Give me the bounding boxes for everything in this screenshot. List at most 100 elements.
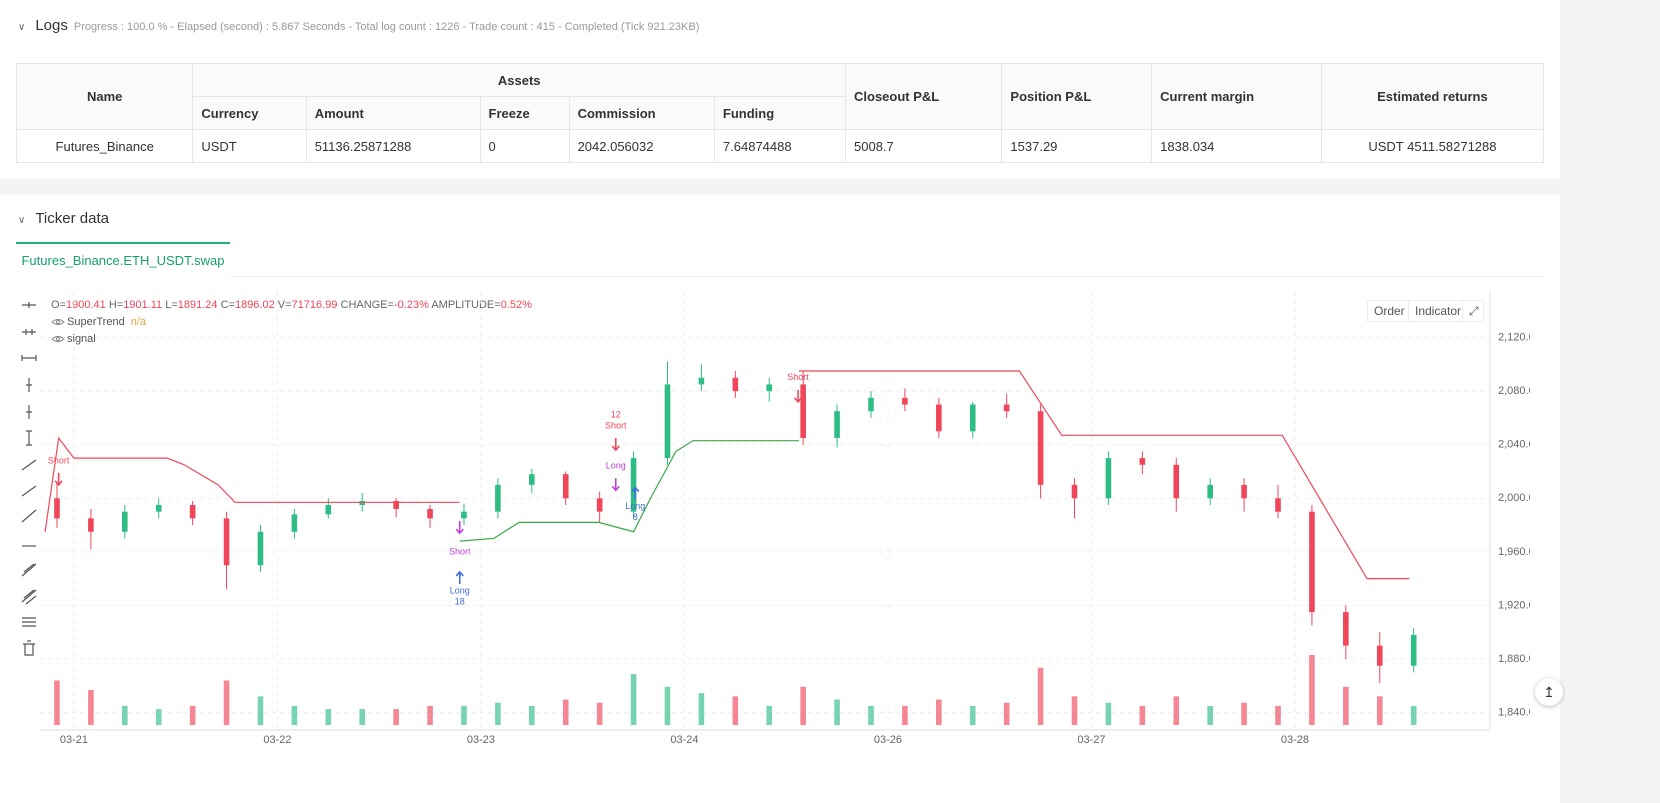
td: USDT	[192, 129, 307, 163]
volume-bar	[54, 680, 60, 725]
candle-body	[1003, 404, 1010, 412]
y-tick-label: 1,840.00	[1498, 706, 1530, 718]
signal-label: 8	[633, 512, 638, 522]
candle-body	[1309, 511, 1315, 613]
tool-icon[interactable]	[21, 509, 37, 523]
volume-bar	[189, 705, 196, 725]
td: USDT 4511.58271288	[1320, 129, 1545, 163]
tool-icon[interactable]	[26, 378, 32, 392]
volume-bar	[495, 702, 501, 725]
logs-panel: ∨ Logs Progress : 100.0 % - Elapsed (secon…	[0, 0, 1560, 178]
candle-body	[834, 411, 840, 438]
tab-divider	[16, 276, 1544, 277]
th: Name	[15, 63, 194, 130]
candle-body	[427, 508, 433, 519]
signal-label: Short	[605, 420, 627, 430]
volume-bar	[393, 709, 399, 725]
signal-label: 18	[455, 596, 465, 606]
candle-body	[88, 518, 94, 532]
candle-body	[766, 384, 773, 392]
tool-icon[interactable]	[21, 459, 37, 471]
signal-label: Short	[449, 546, 471, 556]
th: Freeze	[479, 96, 570, 130]
td: 1838.034	[1151, 129, 1322, 163]
signal-arrow	[54, 472, 63, 487]
tool-icon[interactable]	[26, 430, 32, 446]
legend-entry: signal	[67, 333, 96, 345]
volume-bar	[936, 699, 942, 725]
ohlc-key: L=	[165, 299, 178, 311]
volume-bar	[1241, 702, 1247, 725]
candle-body	[902, 397, 908, 405]
scroll-top-button[interactable]: ↥	[1535, 678, 1563, 706]
th: Current margin	[1151, 63, 1322, 130]
signal-annotation: Short	[787, 372, 809, 404]
signal-label: Long	[606, 461, 626, 471]
volume-bar	[1376, 696, 1383, 725]
tool-icon[interactable]	[22, 302, 36, 308]
supertrend-line	[44, 370, 1410, 580]
tool-icon[interactable]	[21, 355, 37, 361]
candle-body	[393, 500, 399, 509]
candle-body	[189, 504, 196, 519]
signal-arrow	[631, 486, 640, 500]
candle-body	[461, 511, 467, 519]
legend-name: SuperTrend	[67, 316, 125, 328]
signal-annotation: Short	[48, 455, 70, 487]
signal-annotation: Long	[606, 461, 626, 492]
logs-status: Progress : 100.0 % - Elapsed (second) : …	[73, 21, 700, 33]
eye-icon	[51, 336, 65, 342]
ohlc-key: H=	[109, 299, 123, 311]
candle-body	[1037, 411, 1044, 485]
tool-icon[interactable]	[22, 617, 36, 627]
tool-icon[interactable]	[21, 589, 37, 605]
y-tick-label: 1,880.00	[1498, 653, 1530, 665]
volume-bar	[359, 709, 366, 725]
volume-bar	[1309, 655, 1315, 725]
candle-body	[155, 504, 162, 512]
symbol-tab[interactable]: Futures_Binance.ETH_USDT.swap	[16, 242, 230, 278]
logs-header[interactable]: ∨ Logs Progress : 100.0 % - Elapsed (secon…	[18, 17, 700, 34]
fullscreen-button[interactable]: ⤢	[1462, 300, 1484, 322]
y-tick-label: 1,960.00	[1498, 546, 1530, 558]
tool-icon[interactable]	[21, 485, 37, 497]
tool-icon[interactable]	[23, 640, 35, 656]
x-tick-label: 03-26	[874, 734, 902, 746]
candle-body	[529, 474, 535, 485]
volume-bar	[766, 705, 773, 725]
candle-body	[223, 518, 230, 566]
td: 5008.7	[844, 129, 1003, 163]
candle-body	[1343, 612, 1349, 646]
volume-bar	[1037, 667, 1044, 725]
y-tick-label: 2,080.00	[1498, 385, 1530, 397]
volume-bar	[630, 674, 637, 725]
td: 7.64874488	[713, 129, 847, 163]
tool-icon[interactable]	[26, 405, 32, 419]
signal-label: Long	[625, 501, 645, 511]
x-tick-label: 03-28	[1281, 734, 1309, 746]
ohlc-key: CHANGE=	[341, 299, 395, 311]
y-tick-label: 2,120.00	[1498, 331, 1530, 343]
th: Assets	[192, 63, 846, 97]
tool-icon[interactable]	[22, 329, 36, 335]
volume-bar	[461, 705, 467, 725]
candle-body	[1139, 458, 1146, 465]
logs-title: Logs	[35, 17, 68, 34]
ohlc-value: 0.52%	[501, 299, 532, 311]
volume-bar	[291, 705, 298, 725]
signal-label: Short	[787, 372, 809, 382]
y-tick-label: 2,040.00	[1498, 439, 1530, 451]
signal-arrow	[611, 478, 620, 492]
tool-icon[interactable]	[21, 563, 37, 577]
volume-bar	[88, 690, 94, 725]
supertrend-line	[459, 440, 799, 542]
ticker-header[interactable]: ∨ Ticker data	[18, 210, 109, 227]
ohlc-text: O=1900.41 H=1901.11 L=1891.24 C=1896.02 …	[51, 299, 532, 311]
candle-body	[1410, 634, 1417, 666]
indicator-button[interactable]: Indicator	[1408, 300, 1469, 322]
ohlc-key: O=	[51, 299, 66, 311]
signal-label: 12	[611, 409, 621, 419]
volume-bar	[529, 705, 535, 725]
